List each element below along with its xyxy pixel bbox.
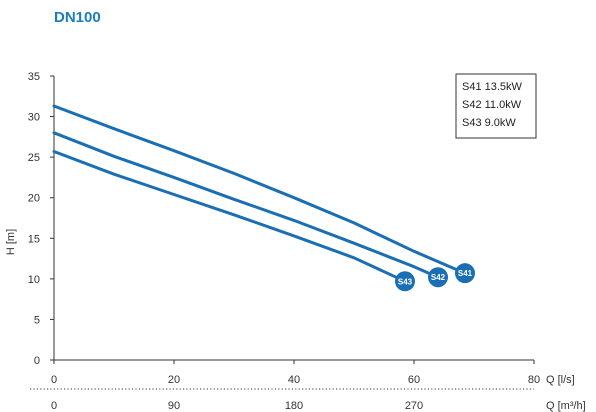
y-tick-label: 15 [28, 233, 40, 245]
secondary-x-tick-label: 90 [168, 400, 180, 412]
series-layer: S41 S42 S43 [52, 104, 475, 292]
x-tick-label: 40 [288, 374, 300, 386]
legend-box [455, 73, 537, 139]
end-marker-s43 [395, 271, 415, 292]
x-tick-label: 0 [51, 374, 57, 386]
curve-s43 [52, 150, 407, 283]
x-tick-label: 20 [168, 374, 180, 386]
y-tick-label: 30 [28, 112, 40, 124]
y-axis: 0 5 10 15 20 25 30 35 [28, 71, 55, 367]
curve-s42 [52, 131, 440, 279]
secondary-x-tick-label: 180 [285, 400, 303, 412]
y-axis-label: H [m] [5, 229, 17, 255]
y-tick-label: 5 [34, 314, 40, 326]
y-tick-label: 35 [28, 71, 40, 83]
secondary-x-axis: 0 90 180 270 [30, 388, 534, 412]
y-tick-label: 0 [34, 355, 40, 367]
legend: S41 13.5kW S42 11.0kW S43 9.0kW [455, 73, 537, 139]
end-marker-label-s42: S42 [431, 273, 446, 282]
end-marker-label-s43: S43 [398, 277, 413, 286]
y-tick-label: 25 [28, 152, 40, 164]
y-tick-label: 20 [28, 193, 40, 205]
y-tick-label: 10 [28, 274, 40, 286]
end-marker-s42 [428, 267, 448, 288]
x-tick-label: 60 [408, 374, 420, 386]
chart-title: DN100 [54, 9, 101, 26]
legend-entry: S42 11.0kW [462, 99, 522, 111]
legend-entry: S41 13.5kW [462, 81, 523, 93]
curve-s41 [52, 104, 467, 275]
secondary-x-tick-label: 270 [405, 400, 423, 412]
legend-entry: S43 9.0kW [462, 117, 516, 129]
secondary-x-axis-label: Q [m³/h] [546, 400, 586, 412]
x-axis: 0 20 40 60 80 [51, 359, 540, 386]
end-marker-label-s41: S41 [458, 269, 473, 278]
end-marker-s41 [455, 263, 475, 284]
x-tick-label: 80 [528, 374, 540, 386]
x-axis-label: Q [l/s] [546, 374, 575, 386]
secondary-x-tick-label: 0 [51, 400, 57, 412]
